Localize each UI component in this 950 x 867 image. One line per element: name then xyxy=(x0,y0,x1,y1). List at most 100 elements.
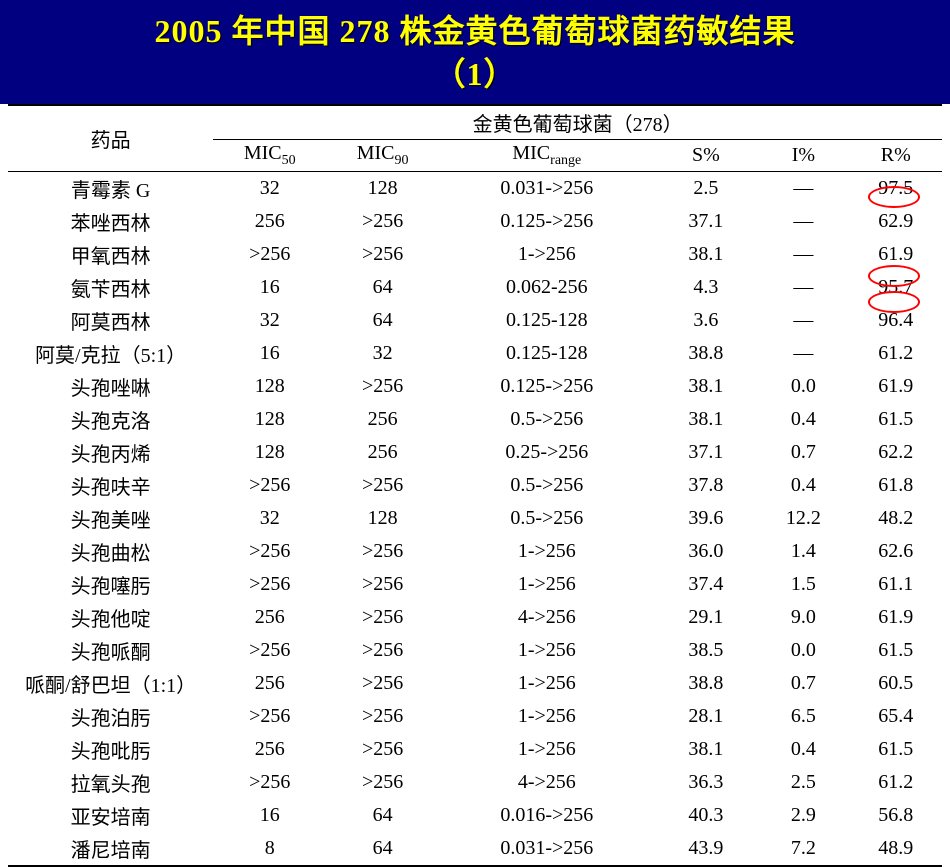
cell-s: 2.5 xyxy=(655,172,758,206)
cell-name: 头孢泊肟 xyxy=(8,700,213,733)
table-row: 头孢呋辛>256>2560.5->25637.80.461.8 xyxy=(8,469,942,502)
cell-mic90: >256 xyxy=(326,370,439,403)
header-group: 金黄色葡萄球菌（278） xyxy=(213,105,942,140)
cell-mic90: 64 xyxy=(326,832,439,866)
header-micrange: MICrange xyxy=(439,140,655,172)
mic-table: 药品 金黄色葡萄球菌（278） MIC50 MIC90 MICrange S% … xyxy=(8,104,942,867)
header-s: S% xyxy=(655,140,758,172)
cell-r: 61.9 xyxy=(850,370,942,403)
cell-name: 头孢呋辛 xyxy=(8,469,213,502)
cell-i: 7.2 xyxy=(757,832,849,866)
cell-mic50: >256 xyxy=(213,469,326,502)
cell-range: 0.062-256 xyxy=(439,271,655,304)
cell-i: 0.0 xyxy=(757,370,849,403)
cell-range: 0.125-128 xyxy=(439,304,655,337)
cell-mic90: >256 xyxy=(326,238,439,271)
cell-mic50: 16 xyxy=(213,271,326,304)
cell-name: 头孢丙烯 xyxy=(8,436,213,469)
cell-mic90: 128 xyxy=(326,172,439,206)
cell-range: 0.5->256 xyxy=(439,502,655,535)
cell-name: 头孢曲松 xyxy=(8,535,213,568)
cell-r: 61.1 xyxy=(850,568,942,601)
cell-s: 37.1 xyxy=(655,436,758,469)
table-row: 头孢他啶256>2564->25629.19.061.9 xyxy=(8,601,942,634)
cell-i: 0.7 xyxy=(757,436,849,469)
cell-mic50: 256 xyxy=(213,205,326,238)
cell-r: 62.6 xyxy=(850,535,942,568)
table-row: 头孢泊肟>256>2561->25628.16.565.4 xyxy=(8,700,942,733)
cell-s: 3.6 xyxy=(655,304,758,337)
cell-name: 甲氧西林 xyxy=(8,238,213,271)
cell-range: 1->256 xyxy=(439,535,655,568)
cell-range: 0.031->256 xyxy=(439,172,655,206)
cell-r: 48.2 xyxy=(850,502,942,535)
table-row: 拉氧头孢>256>2564->25636.32.561.2 xyxy=(8,766,942,799)
slide-title: 2005 年中国 278 株金黄色葡萄球菌药敏结果 （1） xyxy=(0,0,950,104)
cell-name: 头孢吡肟 xyxy=(8,733,213,766)
table-row: 亚安培南16640.016->25640.32.956.8 xyxy=(8,799,942,832)
cell-i: 0.4 xyxy=(757,733,849,766)
cell-r: 61.2 xyxy=(850,766,942,799)
cell-mic50: >256 xyxy=(213,766,326,799)
cell-name: 头孢美唑 xyxy=(8,502,213,535)
cell-mic90: 64 xyxy=(326,799,439,832)
table-row: 哌酮/舒巴坦（1:1）256>2561->25638.80.760.5 xyxy=(8,667,942,700)
cell-mic50: 32 xyxy=(213,172,326,206)
cell-s: 38.1 xyxy=(655,733,758,766)
cell-s: 38.8 xyxy=(655,337,758,370)
cell-s: 37.8 xyxy=(655,469,758,502)
cell-s: 43.9 xyxy=(655,832,758,866)
cell-mic50: 128 xyxy=(213,436,326,469)
title-line-1: 2005 年中国 278 株金黄色葡萄球菌药敏结果 xyxy=(154,13,795,49)
cell-range: 4->256 xyxy=(439,766,655,799)
cell-r: 61.5 xyxy=(850,403,942,436)
cell-name: 哌酮/舒巴坦（1:1） xyxy=(8,667,213,700)
cell-s: 37.4 xyxy=(655,568,758,601)
cell-i: 0.7 xyxy=(757,667,849,700)
table-row: 阿莫西林32640.125-1283.6—96.4 xyxy=(8,304,942,337)
header-mic90: MIC90 xyxy=(326,140,439,172)
table-row: 阿莫/克拉（5:1）16320.125-12838.8—61.2 xyxy=(8,337,942,370)
cell-name: 拉氧头孢 xyxy=(8,766,213,799)
cell-mic90: >256 xyxy=(326,535,439,568)
cell-name: 头孢哌酮 xyxy=(8,634,213,667)
cell-range: 1->256 xyxy=(439,238,655,271)
cell-mic90: >256 xyxy=(326,733,439,766)
table-row: 氨苄西林16640.062-2564.3—95.7 xyxy=(8,271,942,304)
header-i: I% xyxy=(757,140,849,172)
cell-i: 0.4 xyxy=(757,469,849,502)
cell-range: 0.25->256 xyxy=(439,436,655,469)
cell-mic50: 16 xyxy=(213,799,326,832)
cell-mic90: 64 xyxy=(326,304,439,337)
cell-mic90: >256 xyxy=(326,634,439,667)
cell-r: 65.4 xyxy=(850,700,942,733)
cell-name: 阿莫西林 xyxy=(8,304,213,337)
table-body: 青霉素 G321280.031->2562.5—97.5苯唑西林256>2560… xyxy=(8,172,942,867)
cell-r: 61.8 xyxy=(850,469,942,502)
cell-i: — xyxy=(757,205,849,238)
cell-mic90: >256 xyxy=(326,469,439,502)
cell-name: 青霉素 G xyxy=(8,172,213,206)
cell-s: 29.1 xyxy=(655,601,758,634)
header-r: R% xyxy=(850,140,942,172)
cell-r: 62.9 xyxy=(850,205,942,238)
cell-range: 1->256 xyxy=(439,700,655,733)
cell-r: 61.9 xyxy=(850,238,942,271)
table-row: 苯唑西林256>2560.125->25637.1—62.9 xyxy=(8,205,942,238)
table-row: 头孢噻肟>256>2561->25637.41.561.1 xyxy=(8,568,942,601)
cell-i: 9.0 xyxy=(757,601,849,634)
cell-mic90: 128 xyxy=(326,502,439,535)
cell-mic90: >256 xyxy=(326,205,439,238)
table-container: 药品 金黄色葡萄球菌（278） MIC50 MIC90 MICrange S% … xyxy=(0,104,950,867)
cell-range: 0.125-128 xyxy=(439,337,655,370)
cell-mic90: 256 xyxy=(326,436,439,469)
title-line-2: （1） xyxy=(433,56,516,92)
cell-i: 2.9 xyxy=(757,799,849,832)
cell-s: 38.5 xyxy=(655,634,758,667)
cell-range: 0.031->256 xyxy=(439,832,655,866)
cell-mic50: 16 xyxy=(213,337,326,370)
cell-s: 28.1 xyxy=(655,700,758,733)
cell-r: 61.2 xyxy=(850,337,942,370)
cell-i: 6.5 xyxy=(757,700,849,733)
cell-r: 96.4 xyxy=(850,304,942,337)
